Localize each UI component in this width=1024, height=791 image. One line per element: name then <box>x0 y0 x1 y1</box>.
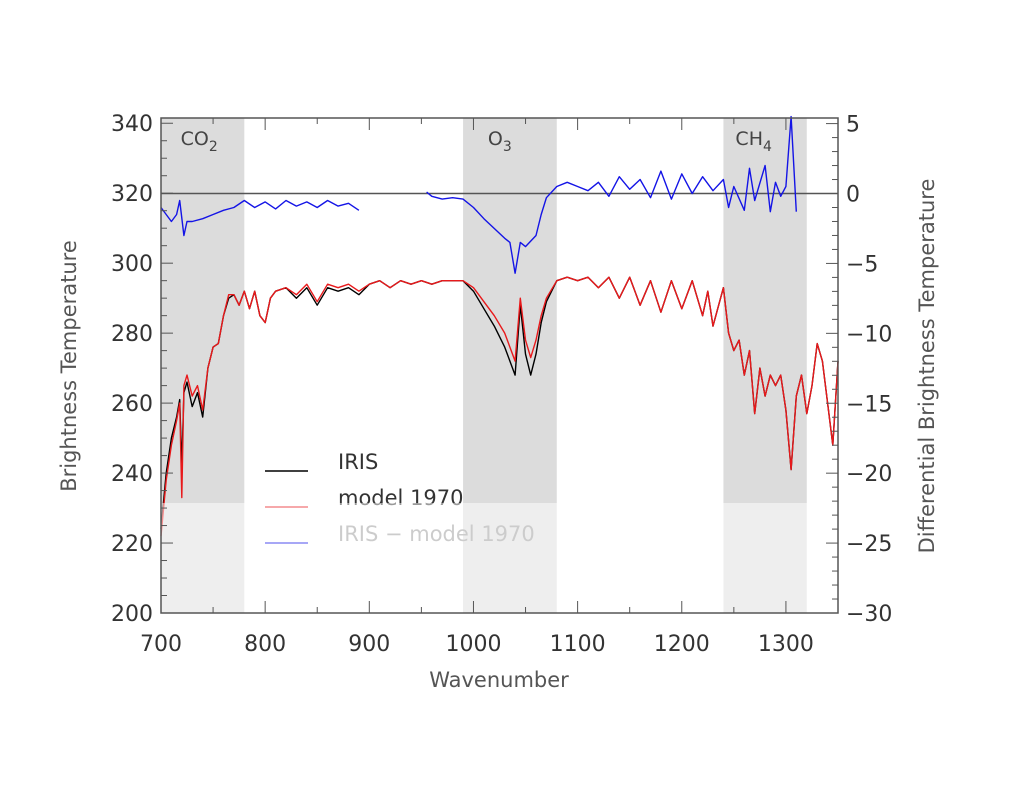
legend-label-0: IRIS <box>338 450 378 474</box>
x-axis-title: Wavenumber <box>429 668 569 692</box>
y2-tick-label: 0 <box>846 183 860 208</box>
y-tick-label: 260 <box>111 392 153 417</box>
series-line-model-1970 <box>160 276 839 537</box>
y-tick-label: 300 <box>111 252 153 277</box>
x-tick-label: 800 <box>244 632 286 657</box>
series-line-difference-1 <box>426 115 797 274</box>
watermark-overlay <box>0 503 1024 621</box>
y-tick-label: 200 <box>111 602 153 627</box>
series-line-difference-0 <box>160 199 360 237</box>
band-label: CH4 <box>735 128 772 155</box>
y-tick-label: 240 <box>111 462 153 487</box>
x-tick-label: 1100 <box>550 632 606 657</box>
y-tick-label: 220 <box>111 532 153 557</box>
x-tick-label: 1000 <box>445 632 501 657</box>
x-tick-label: 1200 <box>654 632 710 657</box>
series-lines <box>160 115 839 537</box>
y2-tick-label: −15 <box>846 392 892 417</box>
x-tick-label: 900 <box>348 632 390 657</box>
y2-tick-label: −10 <box>846 322 892 347</box>
x-tick-label: 1300 <box>758 632 814 657</box>
y2-tick-label: −25 <box>846 532 892 557</box>
band-label: CO2 <box>181 128 218 155</box>
x-tick-label: 700 <box>140 632 182 657</box>
band-label: O3 <box>488 128 512 155</box>
y2-axis-title: Differential Brightness Temperature <box>915 179 939 554</box>
y2-tick-label: −5 <box>846 252 878 277</box>
y-tick-label: 320 <box>111 182 153 207</box>
y-axis-title: Brightness Temperature <box>57 240 81 492</box>
y2-tick-label: −30 <box>846 602 892 627</box>
axes: 700 800 900 1000 1100 1200 1300 200 220 240 260 280… <box>111 112 892 657</box>
y2-tick-label: −20 <box>846 462 892 487</box>
y-tick-label: 280 <box>111 322 153 347</box>
plot-frame <box>160 117 839 614</box>
y-tick-label: 340 <box>111 112 153 137</box>
y2-tick-label: 5 <box>846 113 860 138</box>
